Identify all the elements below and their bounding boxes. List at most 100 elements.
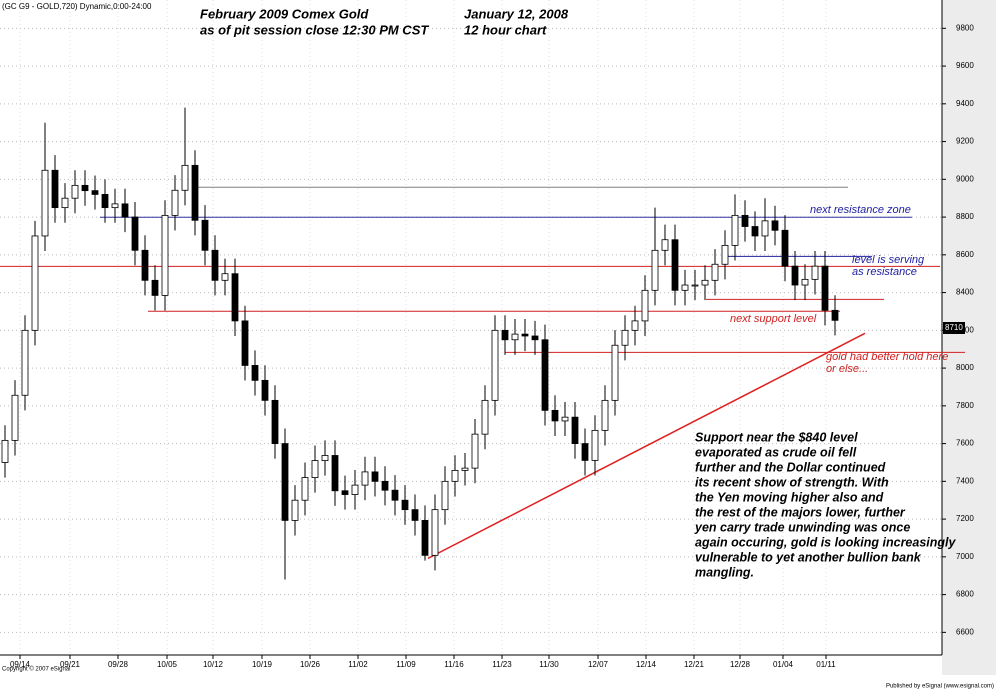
candle-body: [111, 203, 119, 209]
x-tick-label: 11/09: [396, 660, 416, 669]
candle-body: [271, 399, 279, 444]
price-axis-strip: [942, 0, 996, 675]
candle-body: [391, 489, 399, 501]
candle-body: [241, 320, 249, 366]
candle-body: [661, 239, 669, 251]
candle-body: [31, 235, 39, 331]
candle-body: [371, 471, 379, 482]
candle-body: [181, 164, 189, 191]
candle-body: [21, 329, 29, 396]
subtitle: 12 hour chart: [464, 22, 547, 37]
candle-body: [491, 329, 499, 401]
candle-body: [411, 509, 419, 521]
candle-body: [141, 249, 149, 281]
candle-body: [331, 455, 339, 492]
candle-body: [131, 216, 139, 251]
x-tick-label: 12/21: [684, 660, 705, 669]
commentary-line: the Yen moving higher also and: [695, 490, 884, 504]
candle-body: [771, 220, 779, 231]
y-tick-label: 8000: [956, 363, 974, 372]
candle-body: [621, 329, 629, 346]
candle-body: [311, 460, 319, 478]
candle-body: [691, 284, 699, 287]
candle-body: [651, 249, 659, 291]
y-tick-label: 7600: [956, 439, 974, 448]
candle-body: [191, 164, 199, 221]
candle-body: [281, 443, 289, 521]
candle-body: [641, 289, 649, 322]
commentary-line: the rest of the majors lower, further: [695, 505, 906, 519]
candle-body: [581, 443, 589, 461]
title: February 2009 Comex Gold: [200, 6, 369, 21]
commentary-line: further and the Dollar continued: [695, 460, 886, 474]
candle-body: [631, 320, 639, 331]
candle-body: [251, 365, 259, 381]
candle-body: [481, 399, 489, 435]
y-tick-label: 7800: [956, 401, 974, 410]
commentary-line: its recent show of strength. With: [695, 475, 889, 489]
candle-body: [721, 244, 729, 265]
candle-body: [571, 416, 579, 444]
candle-body: [801, 278, 809, 286]
candle-body: [791, 265, 799, 286]
candle-body: [681, 284, 689, 291]
x-tick-label: 10/19: [252, 660, 273, 669]
x-tick-label: 12/07: [588, 660, 609, 669]
x-tick-label: 10/05: [157, 660, 178, 669]
candle-body: [601, 399, 609, 431]
candle-body: [291, 499, 299, 521]
y-tick-label: 9000: [956, 174, 974, 183]
candle-body: [61, 197, 69, 209]
candle-body: [341, 490, 349, 495]
candle-body: [591, 429, 599, 461]
y-tick-label: 9400: [956, 99, 974, 108]
annotation: next resistance zone: [810, 204, 911, 216]
commentary-line: evaporated as crude oil fell: [695, 445, 857, 459]
candle-body: [461, 467, 469, 471]
last-price-box: [943, 322, 965, 334]
candle-body: [221, 273, 229, 281]
x-tick-label: 01/04: [773, 660, 794, 669]
candle-body: [751, 226, 759, 237]
candle-body: [401, 499, 409, 511]
commentary-line: yen carry trade unwinding was once: [694, 520, 910, 534]
title: as of pit session close 12:30 PM CST: [200, 22, 429, 37]
last-price-label: 8710: [945, 323, 963, 332]
commentary-line: Support near the $840 level: [695, 430, 858, 444]
candle-body: [1, 439, 9, 463]
header: (GC G9 - GOLD,720) Dynamic,0:00-24:00: [2, 2, 152, 11]
candle-body: [211, 249, 219, 281]
y-tick-label: 7400: [956, 476, 974, 485]
candle-body: [611, 344, 619, 401]
candle-body: [91, 190, 99, 195]
candle-body: [521, 333, 529, 337]
x-tick-label: 09/14: [10, 660, 31, 669]
y-tick-label: 9800: [956, 23, 974, 32]
candle-body: [741, 214, 749, 227]
y-tick-label: 8800: [956, 212, 974, 221]
candle-body: [171, 189, 179, 216]
candle-body: [381, 480, 389, 491]
candle-body: [761, 220, 769, 237]
commentary-line: again occuring, gold is looking increasi…: [695, 535, 957, 549]
candle-body: [531, 335, 539, 341]
x-tick-label: 11/16: [444, 660, 464, 669]
candle-body: [541, 339, 549, 411]
candle-body: [471, 433, 479, 469]
candle-body: [781, 229, 789, 267]
candle-body: [301, 477, 309, 501]
candle-body: [671, 239, 679, 291]
y-tick-label: 9600: [956, 61, 974, 70]
candle-body: [811, 265, 819, 280]
x-tick-label: 11/02: [348, 660, 368, 669]
candle-body: [71, 184, 79, 199]
x-tick-label: 12/28: [730, 660, 751, 669]
annotation: as resistance: [852, 266, 917, 278]
y-tick-label: 6600: [956, 627, 974, 636]
candle-body: [441, 480, 449, 511]
candle-body: [41, 169, 49, 237]
y-tick-label: 9200: [956, 137, 974, 146]
candle-body: [201, 219, 209, 251]
candle-body: [321, 455, 329, 461]
